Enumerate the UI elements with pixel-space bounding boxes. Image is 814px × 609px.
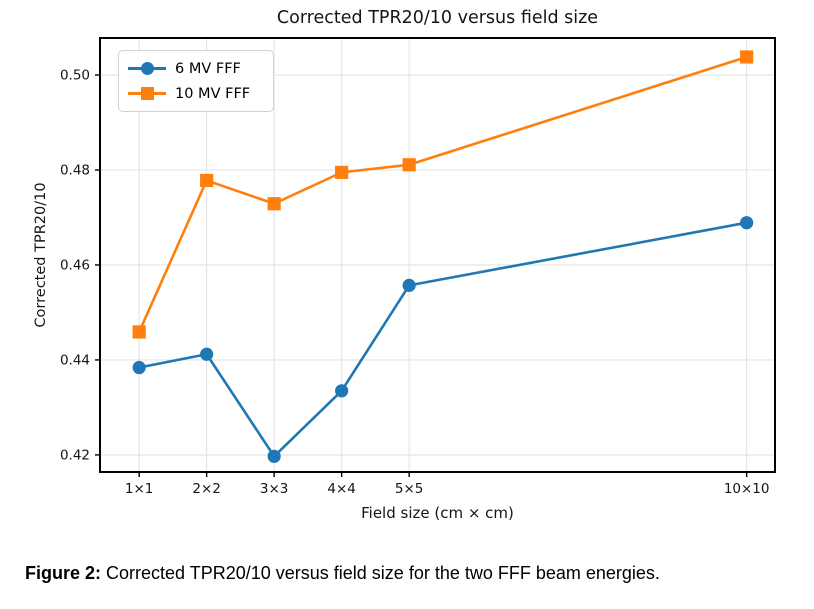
x-tick-label: 3×3 <box>260 481 289 497</box>
data-point-6-mv-fff <box>267 449 281 463</box>
legend-label-6mv: 6 MV FFF <box>175 60 241 77</box>
x-axis-label: Field size (cm × cm) <box>361 504 514 522</box>
legend-marker-10mv-square-icon <box>128 87 166 101</box>
legend-marker-6mv-circle-icon <box>128 62 166 76</box>
chart-title: Corrected TPR20/10 versus field size <box>276 8 599 28</box>
data-point-6-mv-fff <box>200 347 214 361</box>
data-point-10-mv-fff <box>335 165 349 179</box>
x-tick-label: 5×5 <box>395 481 424 497</box>
x-tick-label: 4×4 <box>327 481 356 497</box>
caption-label: Figure 2: <box>25 563 102 583</box>
plot-canvas: 0.42 0.44 0.46 0.48 0.50 1×1 2×2 3×3 4×4 5×5 10×10 <box>60 37 776 497</box>
series-line-6-mv-fff <box>138 221 747 458</box>
data-point-10-mv-fff <box>402 158 416 172</box>
data-point-10-mv-fff <box>740 50 754 64</box>
legend: 6 MV FFF 10 MV FFF <box>118 50 274 112</box>
data-point-6-mv-fff <box>335 384 349 398</box>
y-tick-label: 0.42 <box>60 447 90 463</box>
y-tick-label: 0.44 <box>60 352 90 368</box>
caption-text: Corrected TPR20/10 versus field size for… <box>101 563 660 583</box>
legend-label-10mv: 10 MV FFF <box>175 85 251 102</box>
y-tick-label: 0.48 <box>60 163 90 179</box>
y-axis-label: Corrected TPR20/10 <box>33 182 49 328</box>
plot-border <box>99 37 776 473</box>
data-point-6-mv-fff <box>740 216 754 230</box>
data-point-6-mv-fff <box>132 360 146 375</box>
figure-caption: Figure 2: Corrected TPR20/10 versus fiel… <box>25 563 805 584</box>
legend-item-6mv: 6 MV FFF <box>128 56 267 81</box>
data-point-10-mv-fff <box>132 325 146 339</box>
x-tick-label: 1×1 <box>125 481 154 497</box>
data-point-10-mv-fff <box>200 173 214 188</box>
y-tick-label: 0.50 <box>60 68 90 84</box>
data-point-10-mv-fff <box>267 197 281 211</box>
legend-item-10mv: 10 MV FFF <box>128 81 267 106</box>
x-tick-label: 10×10 <box>724 481 770 497</box>
data-point-6-mv-fff <box>402 278 416 292</box>
series-line-10-mv-fff <box>137 55 748 333</box>
y-tick-label: 0.46 <box>60 257 90 273</box>
x-tick-label: 2×2 <box>192 481 221 497</box>
